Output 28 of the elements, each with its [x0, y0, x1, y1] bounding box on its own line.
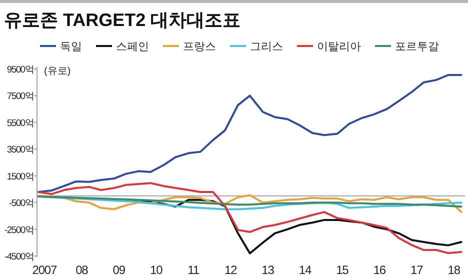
legend-label: 이탈리아	[317, 41, 361, 53]
x-tick-label: 16	[373, 263, 386, 277]
x-tick-label: 17	[410, 263, 424, 277]
legend-label: 스페인	[116, 41, 149, 53]
y-tick-label: -4500억	[4, 252, 34, 262]
y-tick-label: 5500억	[6, 118, 34, 129]
y-tick-label: -500억	[8, 198, 34, 210]
x-tick-label: 14	[298, 263, 312, 277]
chart-title: 유로존 TARGET2 대차대조표	[4, 10, 241, 30]
legend-label: 프랑스	[183, 41, 216, 53]
x-tick-label: 18	[448, 263, 461, 277]
x-tick-label: 13	[262, 263, 275, 277]
y-axis-title: (유로)	[44, 66, 71, 77]
y-tick-label: 9500억	[6, 64, 34, 76]
y-tick-label: 1500억	[6, 171, 34, 182]
y-tick-label: 7500억	[6, 91, 34, 102]
legend-label: 그리스	[250, 41, 283, 53]
x-tick-label: 2007	[32, 263, 58, 277]
y-tick-label: 3500억	[6, 144, 34, 156]
x-tick-label: 08	[76, 263, 89, 277]
x-tick-label: 11	[188, 263, 200, 277]
legend-label: 포르투갈	[395, 41, 439, 53]
legend-label: 독일	[60, 41, 82, 53]
x-tick-label: 12	[224, 263, 238, 277]
y-tick-label: -2500억	[4, 224, 34, 236]
x-tick-label: 09	[112, 263, 126, 277]
x-tick-label: 15	[336, 263, 350, 277]
x-tick-label: 10	[150, 263, 164, 277]
